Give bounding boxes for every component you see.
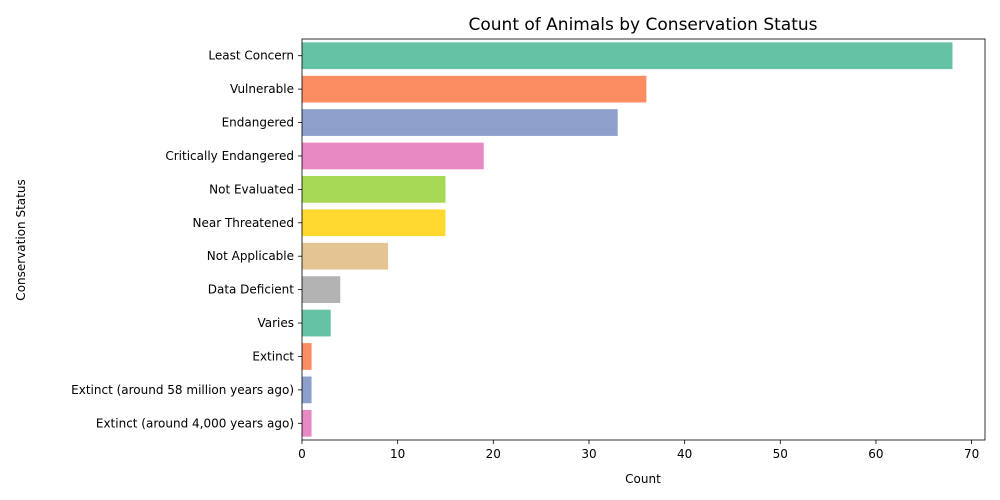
chart-title: Count of Animals by Conservation Status bbox=[469, 15, 818, 35]
bar bbox=[302, 309, 331, 337]
y-tick-label: Extinct (around 4,000 years ago) bbox=[96, 416, 294, 430]
x-axis-ticks: 0 10 20 30 40 50 60 70 bbox=[298, 440, 979, 461]
y-tick-label: Extinct bbox=[252, 349, 294, 363]
axes-frame bbox=[301, 38, 986, 441]
y-tick-label: Not Applicable bbox=[207, 249, 294, 263]
y-tick-label: Extinct (around 58 million years ago) bbox=[71, 383, 294, 397]
bar bbox=[302, 42, 953, 70]
bar bbox=[302, 276, 341, 303]
x-tick-label: 30 bbox=[581, 447, 596, 461]
y-tick-label: Vulnerable bbox=[230, 82, 294, 96]
x-tick-label: 70 bbox=[964, 447, 979, 461]
x-tick-label: 0 bbox=[298, 447, 306, 461]
x-axis-title: Count bbox=[625, 472, 661, 486]
bar bbox=[302, 242, 389, 270]
bar bbox=[302, 376, 312, 404]
plot-frame bbox=[301, 38, 986, 441]
y-tick-label: Data Deficient bbox=[208, 283, 295, 297]
x-tick-label: 60 bbox=[868, 447, 883, 461]
y-axis-title: Conservation Status bbox=[14, 179, 28, 300]
bar bbox=[302, 176, 446, 203]
bar bbox=[302, 209, 446, 237]
bar bbox=[302, 75, 647, 103]
bar bbox=[302, 409, 312, 437]
y-tick-label: Least Concern bbox=[208, 49, 294, 63]
y-tick-label: Endangered bbox=[222, 116, 294, 130]
x-tick-label: 20 bbox=[486, 447, 501, 461]
bar bbox=[302, 109, 618, 136]
y-tick-label: Varies bbox=[257, 316, 294, 330]
bars-group bbox=[302, 42, 953, 437]
y-axis-ticks: Least Concern Vulnerable Endangered Critica… bbox=[71, 49, 302, 430]
y-tick-label: Near Threatened bbox=[193, 216, 295, 230]
y-tick-label: Critically Endangered bbox=[165, 149, 294, 163]
y-tick-label: Not Evaluated bbox=[209, 182, 294, 196]
bar bbox=[302, 142, 484, 170]
x-tick-label: 50 bbox=[773, 447, 788, 461]
x-tick-label: 40 bbox=[677, 447, 692, 461]
bar bbox=[302, 343, 312, 370]
x-tick-label: 10 bbox=[390, 447, 405, 461]
